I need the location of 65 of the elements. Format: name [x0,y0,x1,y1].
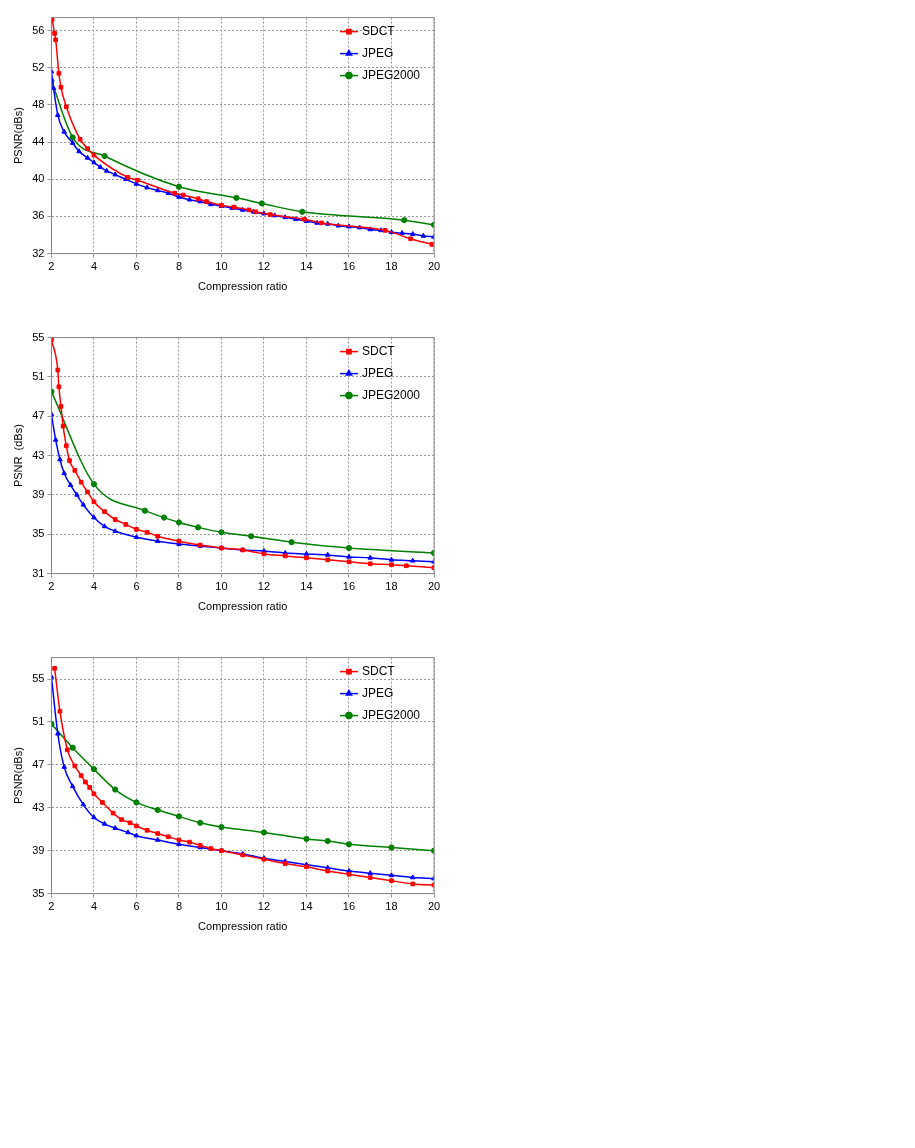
y-tick-label: 51 [32,369,45,382]
x-tick-label: 18 [385,260,398,273]
x-tick-label: 6 [133,900,140,913]
x-tick-label: 2 [48,260,55,273]
y-tick-label: 35 [32,527,45,540]
y-tick-label: 43 [32,800,45,813]
x-tick-label: 16 [342,580,356,593]
y-tick-label: 44 [32,135,45,148]
y-tick-label: 31 [32,566,45,579]
x-tick-label: 6 [133,580,140,593]
y-tick-label: 36 [32,209,45,222]
x-tick-label: 4 [90,260,98,273]
legend-label: SDCT [361,343,396,358]
x-axis-title: Compression ratio [198,920,288,933]
legend-label: JPEG2000 [361,387,421,402]
x-tick-label: 18 [385,900,398,913]
x-tick-label: 6 [133,260,140,273]
y-tick-label: 52 [32,60,45,73]
y-tick-label: 39 [32,487,45,500]
y-tick-label: 47 [32,757,45,770]
y-tick-label: 48 [32,97,45,110]
x-tick-label: 16 [342,900,356,913]
x-tick-label: 10 [215,580,228,593]
x-tick-label: 10 [215,900,228,913]
legend-label: SDCT [361,23,396,38]
x-tick-label: 2 [48,580,55,593]
x-tick-label: 2 [48,900,55,913]
x-tick-label: 4 [90,580,98,593]
y-tick-label: 47 [32,409,45,422]
y-tick-label: 56 [32,23,45,36]
x-tick-label: 16 [342,260,356,273]
y-axis-title: PSNR(dBs) [11,107,24,165]
x-tick-label: 10 [215,260,228,273]
legend-label: JPEG [361,45,394,60]
x-tick-label: 8 [175,260,183,273]
y-tick-label: 39 [32,843,45,856]
x-tick-label: 12 [257,260,271,273]
legend-label: JPEG [361,685,394,700]
legend-label: JPEG [361,365,394,380]
y-tick-label: 40 [32,172,45,185]
y-axis-title: PSNR(dBs) [11,747,24,805]
legend-label: JPEG2000 [361,67,421,82]
x-tick-label: 14 [300,580,313,593]
y-tick-label: 55 [32,672,45,685]
x-tick-label: 8 [175,900,183,913]
x-axis-title: Compression ratio [198,280,288,293]
y-tick-label: 51 [32,714,45,727]
x-tick-label: 8 [175,580,183,593]
x-tick-label: 18 [385,580,398,593]
x-tick-label: 4 [90,900,98,913]
legend-label: SDCT [361,663,396,678]
x-tick-label: 12 [257,580,271,593]
x-tick-label: 20 [427,900,441,913]
x-tick-label: 20 [427,580,441,593]
y-axis-title: PSNR (dBs) [11,424,24,488]
y-tick-label: 43 [32,448,45,461]
legend-label: JPEG2000 [361,707,421,722]
x-tick-label: 20 [427,260,441,273]
y-tick-label: 55 [32,330,45,343]
x-tick-label: 14 [300,900,313,913]
x-tick-label: 12 [257,900,271,913]
y-tick-label: 35 [32,886,45,899]
y-tick-label: 32 [32,246,45,259]
x-tick-label: 14 [300,260,313,273]
x-axis-title: Compression ratio [198,600,288,613]
